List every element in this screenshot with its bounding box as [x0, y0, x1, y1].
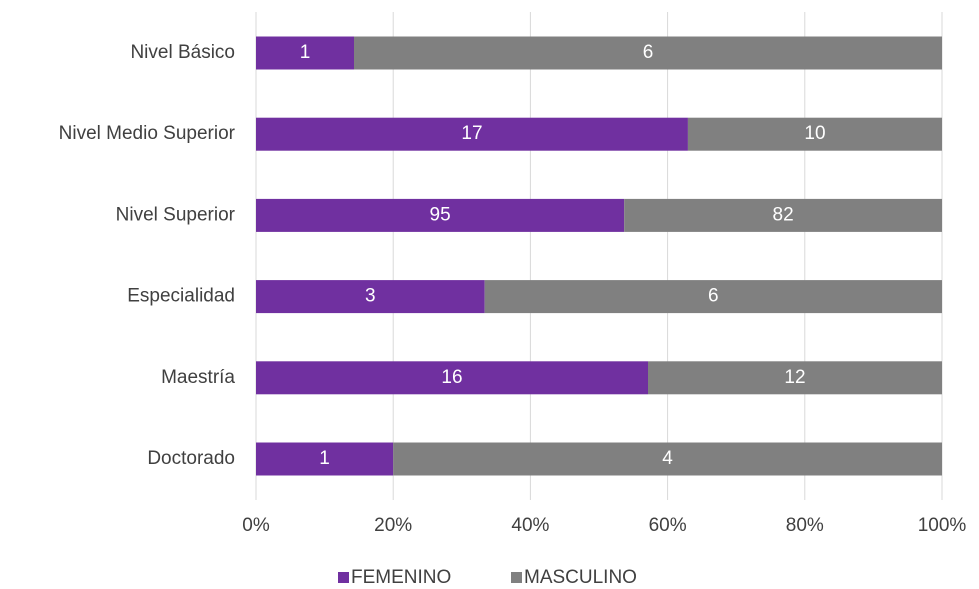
data-label: 12 — [784, 367, 805, 388]
y-tick-label: Especialidad — [127, 286, 235, 307]
x-tick-label: 40% — [511, 515, 549, 536]
bar-segment — [256, 280, 485, 314]
data-label: 6 — [708, 286, 719, 307]
legend-label: MASCULINO — [524, 567, 637, 588]
data-label: 6 — [643, 42, 654, 63]
data-label: 1 — [319, 448, 330, 469]
bar-segment — [484, 280, 942, 314]
legend-swatch — [511, 572, 522, 583]
bar-segment — [624, 198, 942, 232]
data-label: 3 — [365, 286, 376, 307]
legend-label: FEMENINO — [351, 567, 451, 588]
y-tick-label: Maestría — [161, 367, 235, 388]
data-label: 1 — [300, 42, 311, 63]
y-tick-label: Doctorado — [147, 448, 235, 469]
x-tick-label: 0% — [242, 515, 270, 536]
y-tick-label: Nivel Medio Superior — [59, 123, 236, 144]
y-tick-label: Nivel Básico — [130, 42, 235, 63]
bar-segment — [648, 361, 942, 395]
data-label: 16 — [441, 367, 462, 388]
bar-segment — [354, 36, 942, 70]
bar-segment — [256, 198, 625, 232]
bar-segment — [393, 442, 942, 476]
legend-swatch — [338, 572, 349, 583]
y-tick-label: Nivel Superior — [116, 204, 236, 225]
bar-segment — [256, 117, 688, 151]
bar-segment — [256, 36, 354, 70]
data-label: 4 — [662, 448, 673, 469]
bar-segment — [256, 361, 648, 395]
x-tick-label: 100% — [918, 515, 967, 536]
data-label: 82 — [773, 204, 794, 225]
bar-segment — [256, 442, 394, 476]
x-tick-label: 80% — [786, 515, 824, 536]
data-label: 17 — [461, 123, 482, 144]
data-label: 10 — [804, 123, 825, 144]
x-tick-label: 20% — [374, 515, 412, 536]
bar-segment — [687, 117, 942, 151]
x-tick-label: 60% — [649, 515, 687, 536]
data-label: 95 — [430, 204, 451, 225]
